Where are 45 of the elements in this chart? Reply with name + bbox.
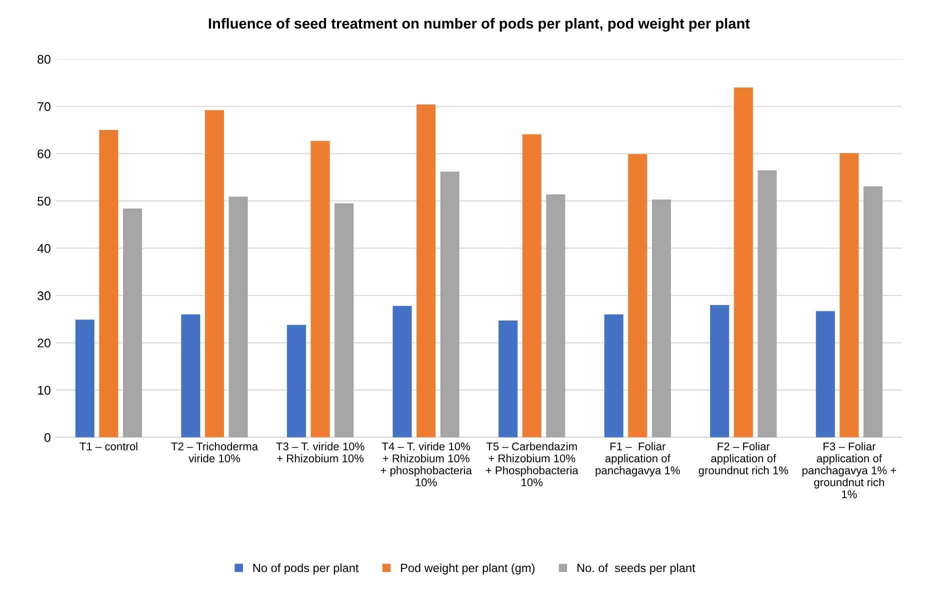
bar <box>498 320 518 438</box>
y-tick-label: 20 <box>38 338 50 348</box>
bar <box>392 306 412 438</box>
bar <box>181 314 200 438</box>
legend-label: Pod weight per plant (gm) <box>401 563 534 574</box>
x-tick-label: F3 – Foliar application of panchagavya 1% + groundnut rich 1% <box>802 442 896 498</box>
y-tick-label: 50 <box>38 196 50 206</box>
bar <box>758 170 777 438</box>
x-tick-label: T5 – Carbendazim + Rhizobium 10% + Phosphobacteria 10% <box>486 442 578 486</box>
bar <box>734 87 753 438</box>
bar <box>604 314 624 438</box>
bar <box>546 194 566 438</box>
chart-title: Influence of seed treatment on number of pods per plant, pod weight per plant <box>208 18 750 32</box>
y-tick-label: 60 <box>38 149 50 158</box>
y-tick-label: 40 <box>37 244 50 253</box>
x-tick-label: F1 – Foliar application of panchagavya 1% <box>596 442 680 476</box>
legend-label: No of pods per plant <box>253 563 359 574</box>
y-tick-label: 80 <box>38 54 50 64</box>
bar <box>286 324 306 438</box>
y-tick-label: 70 <box>38 102 50 112</box>
x-tick-label: F2 – Foliar application of groundnut rich 1% <box>698 442 788 476</box>
bar <box>310 140 330 438</box>
x-tick-label: T3 – T. viride 10% + Rhizobium 10% <box>276 442 364 462</box>
y-tick-label: 0 <box>44 433 50 442</box>
x-tick-label: T2 – Trichoderma viride 10% <box>171 442 258 462</box>
bar <box>228 196 248 438</box>
bar <box>863 186 883 438</box>
bar <box>440 172 460 438</box>
bar <box>628 154 648 438</box>
y-tick-label: 10 <box>38 386 50 395</box>
bar <box>522 134 542 438</box>
bar <box>416 104 436 438</box>
bar <box>816 311 835 438</box>
x-tick-label: T1 – control <box>80 442 138 450</box>
legend-label: No. of seeds per plant <box>577 563 696 574</box>
x-tick-label: T4 – T. viride 10% + Rhizobium 10% + phosphobacteria 10% <box>380 442 472 486</box>
bar <box>75 320 94 438</box>
bar <box>840 153 859 438</box>
bar <box>652 200 671 438</box>
bar <box>122 208 142 438</box>
bar <box>710 304 730 438</box>
bar <box>99 130 118 438</box>
bar <box>334 203 354 438</box>
y-tick-label: 30 <box>38 291 50 300</box>
bar <box>204 110 224 438</box>
